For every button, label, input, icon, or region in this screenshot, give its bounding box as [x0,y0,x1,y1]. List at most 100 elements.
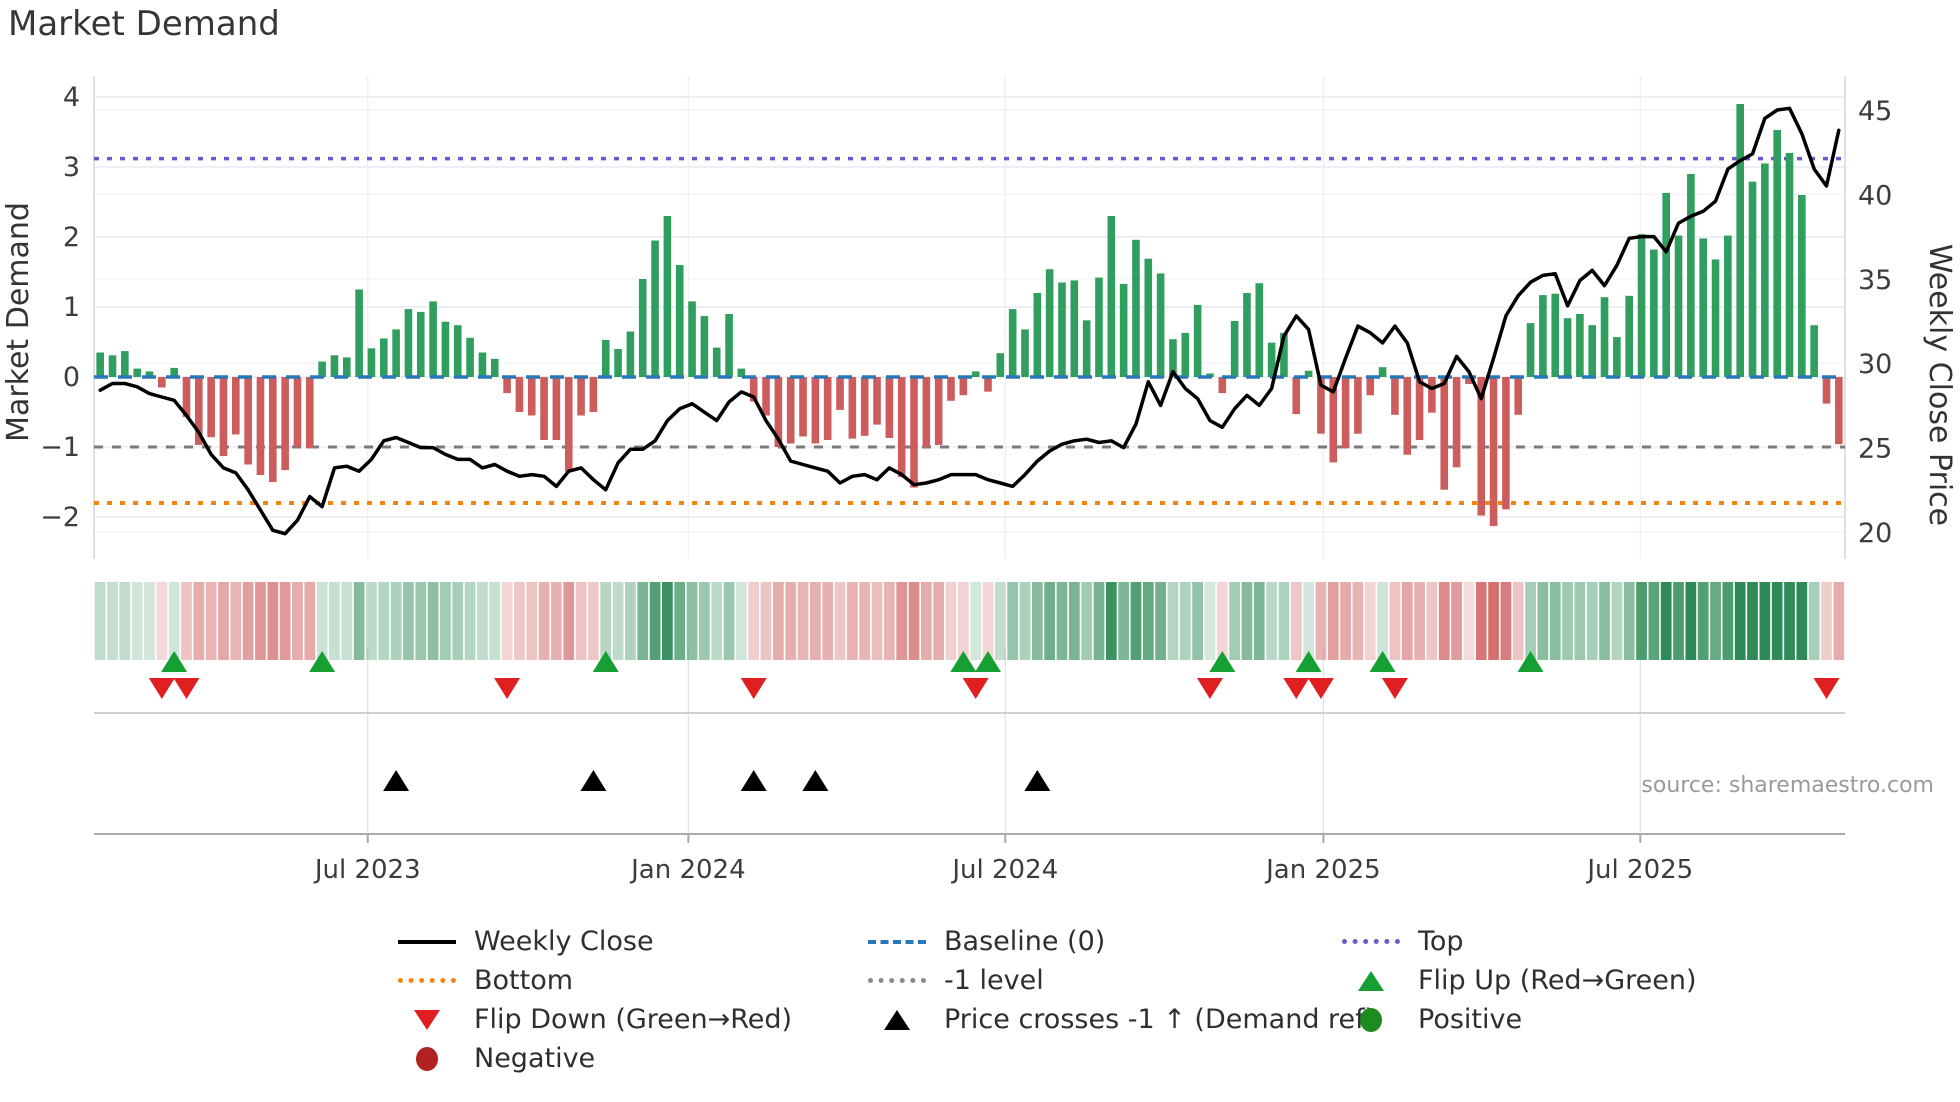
demand-bar [1304,370,1313,377]
demand-bar [540,377,548,440]
heatmap-cell [846,582,858,660]
demand-bar [1502,377,1510,510]
heatmap-cell [563,582,575,660]
heatmap-cell [1833,582,1845,660]
demand-bar [170,367,178,377]
demand-bar [1489,377,1498,527]
heatmap-cell [415,582,427,660]
flip-up-marker [1295,651,1322,672]
demand-bar [675,265,684,377]
left-tick-label: 4 [63,82,80,113]
right-tick-label: 25 [1858,434,1892,465]
heatmap-cell [193,582,205,660]
demand-bar [601,339,610,377]
demand-bar [1317,377,1325,434]
heatmap-cell [600,582,612,660]
heatmap-cell [1303,582,1314,660]
left-tick-label: −2 [40,502,80,533]
heatmap-cell [1241,582,1253,660]
heatmap-cell [144,582,155,660]
demand-bar [1563,318,1572,377]
heatmap-cell [1167,582,1179,660]
demand-bar [1724,235,1732,377]
demand-bar [663,216,672,377]
demand-bar [873,377,881,425]
demand-bar [1119,283,1128,377]
demand-bar [1699,238,1707,377]
heatmap-cell [1586,582,1598,660]
demand-bar [737,368,746,377]
heatmap-cell [1105,582,1117,660]
demand-bar [1366,377,1375,396]
heatmap-cell [760,582,772,660]
heatmap-cell [822,582,834,660]
left-tick-label: 1 [63,292,80,323]
heatmap-cell [1278,582,1290,660]
demand-bar [564,377,573,472]
demand-bar [256,377,265,475]
flip-up-marker [592,651,619,672]
demand-bar [318,361,326,377]
heatmap-cell [588,582,599,660]
heatmap-cell [1327,582,1339,660]
demand-bar [1514,377,1523,415]
heatmap-cell [1031,582,1043,660]
flip-down-marker [740,678,767,699]
price-cross-marker [1024,770,1051,791]
heatmap-cell [131,582,143,660]
demand-bar [1600,297,1609,377]
heatmap-strip [94,582,1845,660]
heatmap-cell [859,582,871,660]
heatmap-cell [1401,582,1413,660]
demand-bar [268,377,277,482]
x-tick-label: Jul 2024 [950,855,1058,885]
heatmap-cell [205,582,217,660]
demand-bar [725,314,733,377]
flip-up-marker [974,651,1001,672]
right-tick-label: 35 [1858,265,1892,296]
heatmap-cell [1549,582,1561,660]
demand-bar [429,301,437,377]
heatmap-cell [514,582,525,660]
demand-bar [1711,259,1720,377]
demand-bar [1687,174,1695,377]
demand-bar [823,377,832,440]
heatmap-cell [686,582,698,660]
heatmap-cell [1623,582,1635,660]
weekly-close-line [98,106,1841,536]
flip-down-marker [1283,678,1310,699]
demand-bar [466,337,474,377]
heatmap-cell [1611,582,1623,660]
demand-bar [1650,249,1658,377]
heatmap-cell [440,582,451,660]
heatmap-cell [994,582,1006,660]
heatmap-cell [1426,582,1438,660]
heatmap-cell [1204,582,1216,660]
demand-bar [133,368,141,377]
heatmap-cell [1216,582,1228,660]
demand-bar [996,353,1005,377]
heatmap-cell [785,582,797,660]
demand-bar [1132,239,1140,377]
demand-bar [577,377,585,416]
demand-bar [848,377,857,439]
demand-bar [651,240,659,377]
price-cross-marker [802,770,829,791]
demand-bar [552,377,561,440]
demand-bar [1354,377,1362,434]
demand-bar [453,325,462,377]
demand-bar [503,377,511,394]
demand-bar [1588,325,1597,377]
right-axis-title: Weekly Close Price [1922,244,1957,526]
flip-down-marker [148,678,175,699]
heatmap-cell [809,582,821,660]
heatmap-cell [501,582,513,660]
heatmap-cell [378,582,390,660]
heatmap-cell [1315,582,1327,660]
x-tick-label: Jan 2025 [1264,855,1381,885]
demand-bar [614,349,622,377]
heatmap-cell [218,582,229,660]
x-tick-label: Jul 2023 [313,855,421,885]
demand-bar [1169,339,1177,377]
demand-bar [984,377,992,392]
